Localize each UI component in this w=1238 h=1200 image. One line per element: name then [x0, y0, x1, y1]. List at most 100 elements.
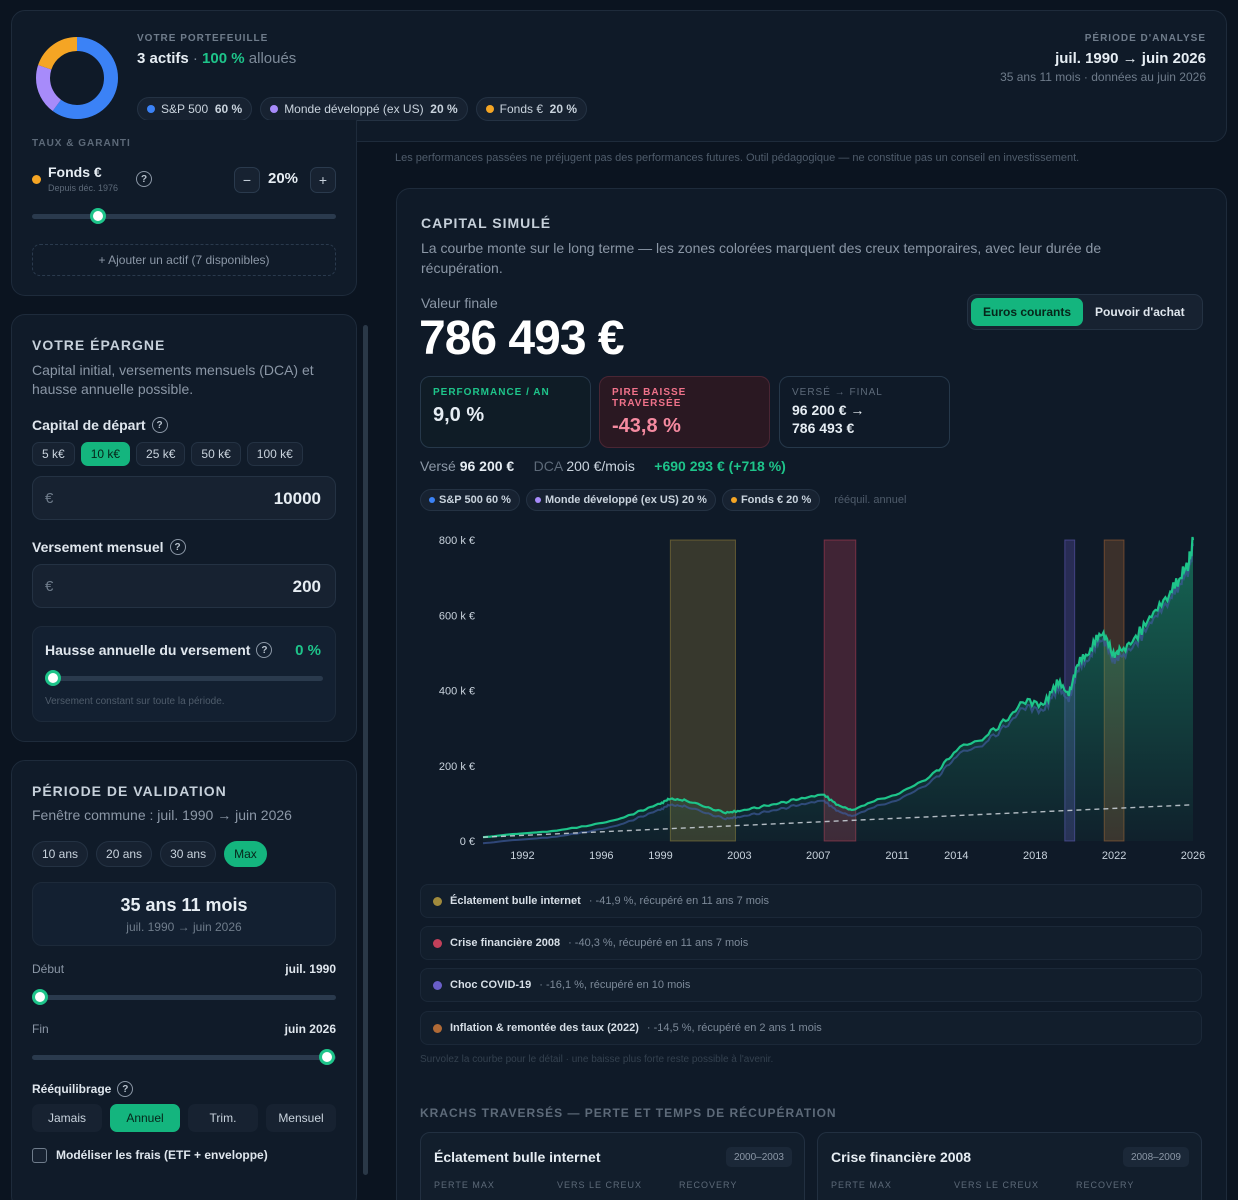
asset-pct: 20%	[268, 170, 299, 187]
crash-card-2008[interactable]: Crise financière 2008 2008–2009 PERTE MA…	[817, 1132, 1202, 1200]
fonds-dot	[32, 175, 41, 184]
event-dot	[433, 980, 442, 990]
crashes-title: KRACHS TRAVERSÉS — PERTE ET TEMPS DE RÉC…	[420, 1106, 837, 1120]
legend-note: rééquil. annuel	[834, 494, 907, 506]
hover-hint: Survolez la courbe pour le détail · une …	[420, 1054, 774, 1065]
chip-name: Fonds €	[499, 102, 543, 116]
capital-value: 10000	[273, 489, 321, 508]
allocated-word: alloués	[248, 50, 297, 67]
rebalance-monthly[interactable]: Mensuel	[266, 1104, 336, 1132]
increase-button[interactable]: +	[310, 167, 336, 193]
crash-col-loss: PERTE MAX	[831, 1180, 892, 1190]
end-slider[interactable]	[32, 1055, 336, 1060]
crash-col-loss: PERTE MAX	[434, 1180, 495, 1190]
chip-monde[interactable]: Monde développé (ex US) 20 %	[260, 97, 468, 121]
x-tick-label: 2007	[806, 850, 830, 862]
preset-30-years[interactable]: 30 ans	[160, 841, 217, 867]
summary-dca-label: DCA	[533, 458, 563, 474]
capital-title: CAPITAL SIMULÉ	[421, 215, 552, 231]
chip-pct: 60 %	[214, 102, 243, 116]
decrease-button[interactable]: −	[234, 167, 260, 193]
preset-5k[interactable]: 5 k€	[32, 442, 75, 466]
preset-10-years[interactable]: 10 ans	[32, 841, 89, 867]
help-icon[interactable]: ?	[136, 171, 152, 187]
event-name: Éclatement bulle internet	[450, 895, 581, 907]
sidebar-scrollbar[interactable]	[363, 325, 368, 1175]
chip-sp500[interactable]: S&P 500 60 %	[137, 97, 253, 121]
start-label: Début	[32, 962, 65, 976]
capital-input[interactable]: € 10000	[32, 476, 336, 520]
end-label: Fin	[32, 1022, 49, 1036]
end-knob[interactable]	[319, 1049, 335, 1065]
help-icon[interactable]: ?	[117, 1081, 134, 1097]
help-icon[interactable]: ?	[169, 539, 186, 555]
event-detail: · -14,5 %, récupéré en 2 ans 1 mois	[646, 1022, 822, 1034]
add-asset-button[interactable]: + Ajouter un actif (7 disponibles)	[32, 244, 336, 276]
toggle-purchasing-power[interactable]: Pouvoir d'achat	[1095, 305, 1185, 319]
crash-zone-0	[669, 539, 736, 842]
help-icon[interactable]: ?	[151, 417, 168, 433]
x-tick-label: 2018	[1023, 850, 1047, 862]
capital-presets: 5 k€ 10 k€ 25 k€ 50 k€ 100 k€	[32, 442, 303, 466]
asset-group-label: TAUX & GARANTI	[32, 138, 131, 149]
preset-25k[interactable]: 25 k€	[136, 442, 186, 466]
crash-col-recovery: RECOVERY	[1076, 1180, 1135, 1190]
period-presets: 10 ans 20 ans 30 ans Max	[32, 841, 267, 867]
rebalance-label: Rééquilibrage	[32, 1082, 112, 1096]
toggle-current-euros[interactable]: Euros courants	[971, 298, 1084, 326]
y-tick-label: 200 k €	[439, 761, 475, 773]
portfolio-label: VOTRE PORTEFEUILLE	[137, 33, 269, 44]
preset-20-years[interactable]: 20 ans	[96, 841, 153, 867]
rebalance-quarterly[interactable]: Trim.	[188, 1104, 258, 1132]
asset-since: Depuis déc. 1976	[48, 183, 119, 193]
increase-label: Hausse annuelle du versement	[45, 642, 251, 658]
event-covid[interactable]: Choc COVID-19 · -16,1 %, récupéré en 10 …	[420, 968, 1202, 1002]
x-tick-label: 2022	[1102, 850, 1126, 862]
allocated-pct: 100 %	[202, 50, 245, 67]
stat-worst-drawdown: PIRE BAISSE TRAVERSÉE -43,8 %	[599, 376, 770, 448]
chip-fonds[interactable]: Fonds € 20 %	[475, 97, 588, 121]
stat-value: -43,8 %	[612, 415, 681, 437]
summary-separator: ·	[192, 50, 198, 67]
increase-knob[interactable]	[45, 670, 61, 686]
stat-value-final: 786 493 €	[792, 420, 855, 436]
portfolio-summary: 3 actifs · 100 % alloués	[137, 50, 296, 67]
chip-name: Monde développé (ex US)	[284, 102, 424, 116]
monthly-input[interactable]: € 200	[32, 564, 336, 608]
allocation-chips: S&P 500 60 % Monde développé (ex US) 20 …	[137, 97, 588, 121]
event-dot	[433, 1023, 442, 1033]
rebalance-annual[interactable]: Annuel	[110, 1104, 180, 1132]
end-value: juin 2026	[284, 1022, 336, 1036]
event-name: Inflation & remontée des taux (2022)	[450, 1022, 639, 1034]
event-detail: · -41,9 %, récupéré en 11 ans 7 mois	[588, 895, 769, 907]
start-slider[interactable]	[32, 995, 336, 1000]
capital-chart[interactable]: 800 k € 600 k € 400 k € 200 k € 0 € 1992 1996…	[420, 528, 1210, 868]
help-icon[interactable]: ?	[256, 642, 273, 658]
crash-name: Crise financière 2008	[831, 1149, 972, 1165]
capital-area	[483, 537, 1193, 841]
currency-symbol: €	[45, 578, 54, 595]
asset-weight-knob[interactable]	[90, 208, 106, 224]
increase-slider[interactable]	[45, 676, 323, 681]
rebalance-never[interactable]: Jamais	[32, 1104, 102, 1132]
preset-100k[interactable]: 100 k€	[246, 442, 303, 466]
asset-weight-slider[interactable]	[32, 214, 336, 219]
preset-50k[interactable]: 50 k€	[191, 442, 241, 466]
crash-card-dotcom[interactable]: Éclatement bulle internet 2000–2003 PERT…	[420, 1132, 805, 1200]
preset-max[interactable]: Max	[224, 841, 267, 867]
event-inflation-2022[interactable]: Inflation & remontée des taux (2022) · -…	[420, 1011, 1202, 1045]
fees-label[interactable]: Modéliser les frais (ETF + enveloppe)	[56, 1148, 268, 1162]
start-knob[interactable]	[32, 989, 48, 1005]
monthly-value: 200	[292, 577, 321, 596]
period-label: PÉRIODE D'ANALYSE	[1084, 33, 1206, 44]
legend-label: Monde développé (ex US) 20 %	[544, 494, 707, 506]
fonds-dot	[730, 497, 737, 503]
event-2008[interactable]: Crise financière 2008 · -40,3 %, récupér…	[420, 926, 1202, 960]
stat-performance: PERFORMANCE / AN 9,0 %	[420, 376, 591, 448]
event-dotcom[interactable]: Éclatement bulle internet · -41,9 %, réc…	[420, 884, 1202, 918]
fees-checkbox[interactable]	[32, 1148, 47, 1163]
preset-10k[interactable]: 10 k€	[80, 442, 131, 466]
event-detail: · -16,1 %, récupéré en 10 mois	[539, 979, 691, 991]
duration-value: 35 ans 11 mois	[120, 895, 248, 915]
invested-line	[482, 804, 1194, 838]
